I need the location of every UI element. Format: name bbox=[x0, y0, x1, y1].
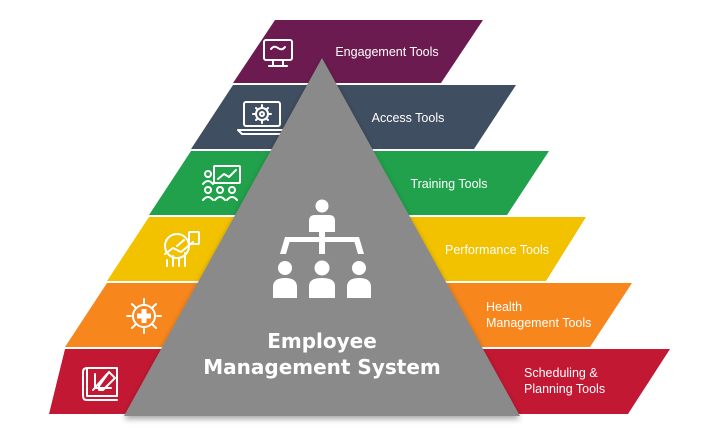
tier-label-line: Scheduling & bbox=[524, 366, 598, 380]
tier-label-line: Planning Tools bbox=[524, 382, 605, 396]
tier-label-access: Access Tools bbox=[372, 111, 445, 125]
tier-band-engagement[interactable] bbox=[233, 20, 483, 83]
tier-label-training: Training Tools bbox=[410, 177, 487, 191]
tier-label-line: Training Tools bbox=[410, 177, 487, 191]
tier-label-scheduling: Scheduling & Planning Tools bbox=[524, 366, 605, 396]
tier-label-health: Health Management Tools bbox=[486, 300, 591, 330]
tier-label-line: Performance Tools bbox=[445, 243, 549, 257]
center-title-line: Management System bbox=[203, 355, 441, 379]
monitor-handshake-icon bbox=[263, 39, 293, 67]
center-title: Employee Management System bbox=[203, 329, 441, 379]
tier-label-line: Management Tools bbox=[486, 316, 591, 330]
presentation-audience-icon bbox=[202, 165, 241, 201]
org-chart-people-icon bbox=[273, 199, 371, 298]
tier-label-line: Engagement Tools bbox=[335, 45, 438, 59]
center-title-line: Employee bbox=[267, 329, 377, 353]
tier-label-line: Health bbox=[486, 300, 522, 314]
gear-medical-cross-icon bbox=[126, 298, 162, 334]
planning-blueprint-icon bbox=[82, 367, 118, 401]
performance-gauge-chart-icon bbox=[164, 231, 200, 267]
tier-label-performance: Performance Tools bbox=[445, 243, 549, 257]
tier-label-line: Access Tools bbox=[372, 111, 445, 125]
laptop-gear-icon bbox=[237, 101, 287, 135]
tier-label-engagement: Engagement Tools bbox=[335, 45, 438, 59]
